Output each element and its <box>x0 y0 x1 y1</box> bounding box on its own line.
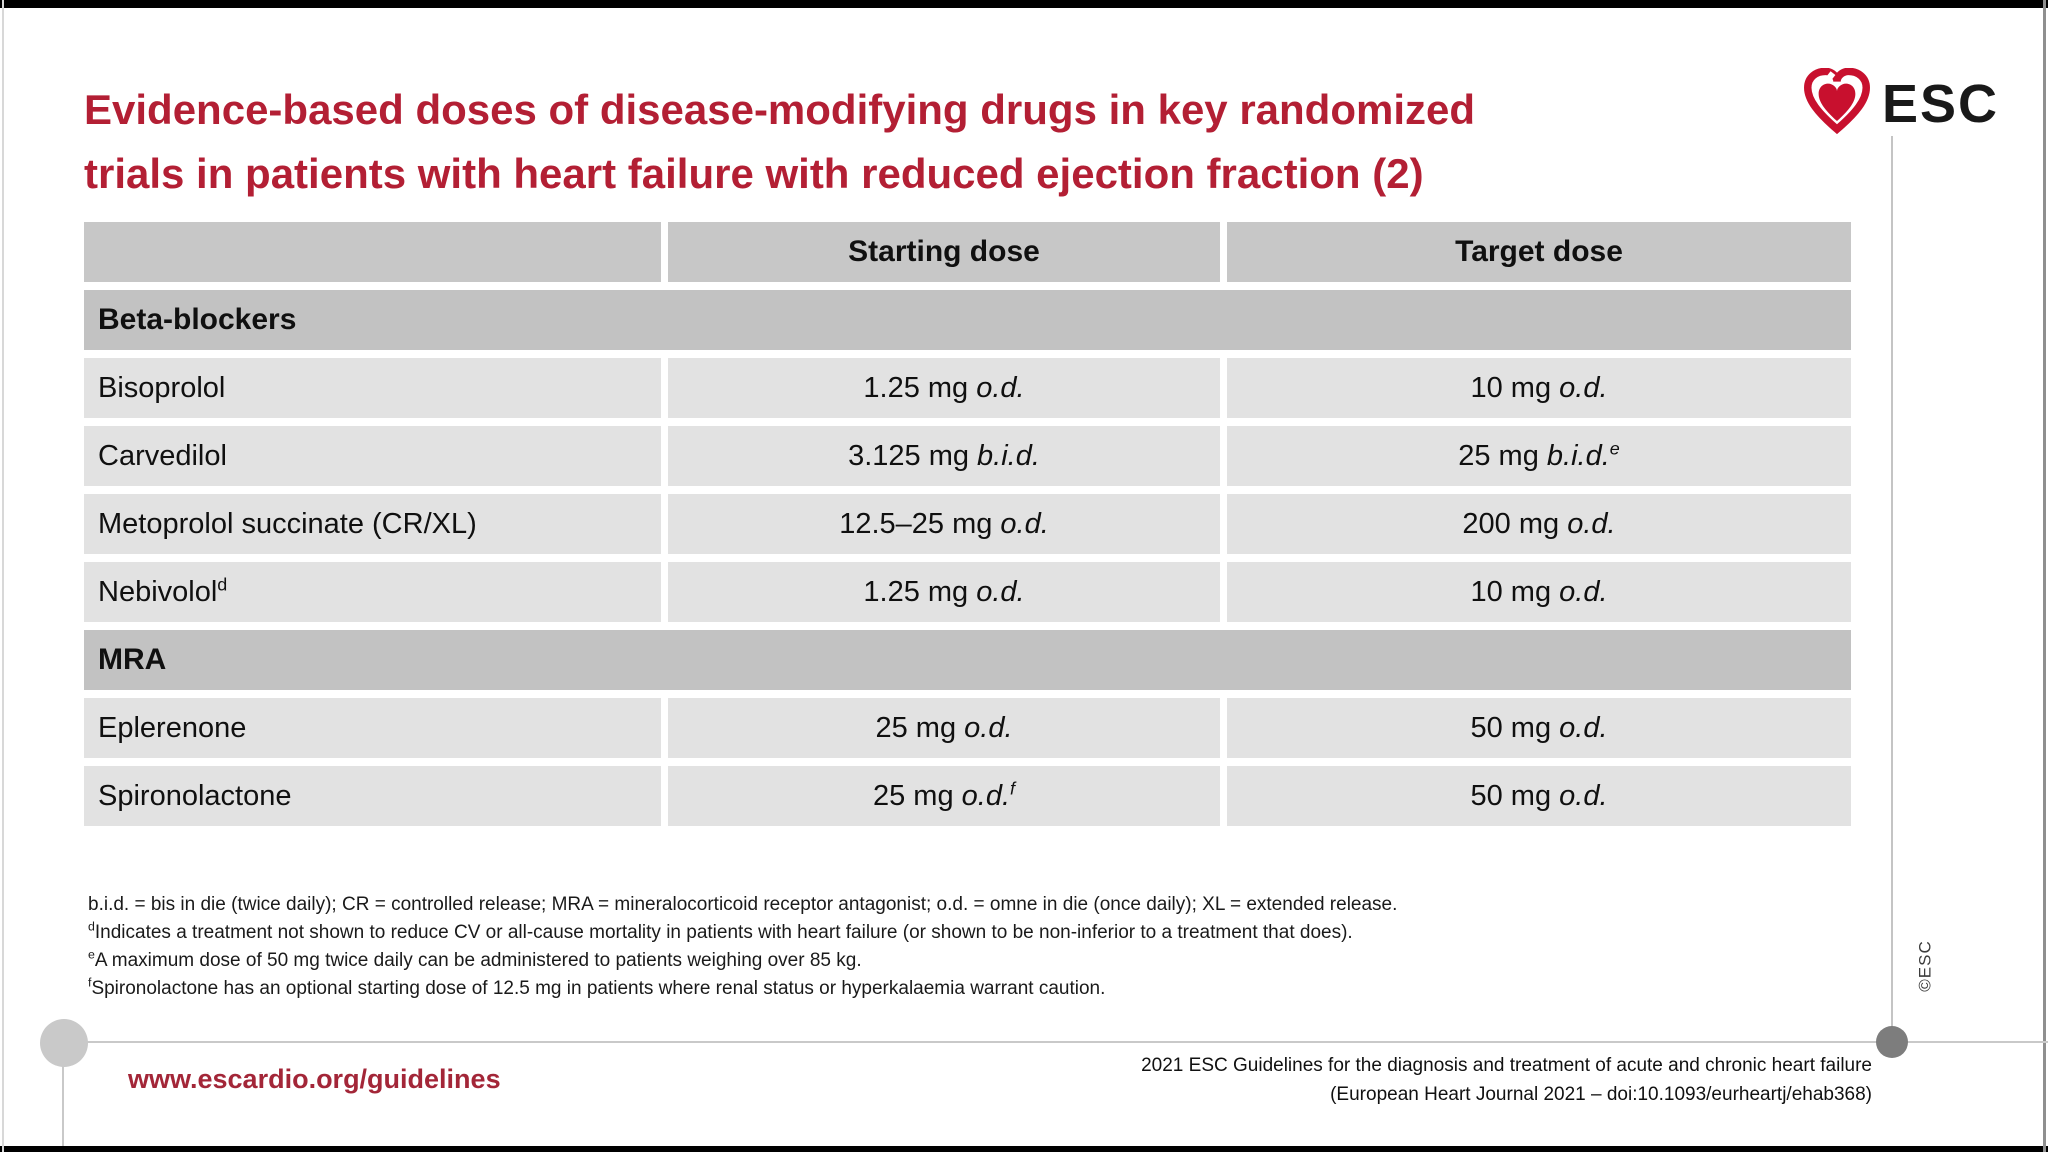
footer-right-circle <box>1876 1026 1908 1058</box>
footnote-f: fSpironolactone has an optional starting… <box>88 975 1648 1003</box>
drug-name: Bisoprolol <box>98 371 226 404</box>
logo-vertical-divider <box>1891 136 1893 1042</box>
target-dose-cell: 10 mg o.d. <box>1227 562 1851 622</box>
footnote-d: dIndicates a treatment not shown to redu… <box>88 919 1648 947</box>
starting-dose-cell: 12.5–25 mg o.d. <box>668 494 1220 554</box>
target-dose-cell: 25 mg b.i.d.e <box>1227 426 1851 486</box>
footnote-text: A maximum dose of 50 mg twice daily can … <box>94 950 862 971</box>
dose-value: 200 mg <box>1462 507 1568 540</box>
dose-abbrev: o.d. <box>1559 779 1608 812</box>
dose-abbrev: b.i.d. <box>977 439 1040 472</box>
section-row-mra: MRA <box>84 630 1851 690</box>
target-dose-cell: 200 mg o.d. <box>1227 494 1851 554</box>
slide-title-line1: Evidence-based doses of disease-modifyin… <box>84 86 1476 133</box>
drug-name: Eplerenone <box>98 711 247 744</box>
dose-abbrev: o.d. <box>1559 575 1608 608</box>
dose-value: 25 mg <box>875 711 965 744</box>
letterbox-bottom <box>0 1146 2048 1152</box>
dose-value: 50 mg <box>1470 711 1560 744</box>
dose-table: Starting dose Target dose Beta-blockers … <box>77 214 1858 834</box>
dose-abbrev: o.d. <box>1559 711 1608 744</box>
footer-left-circle <box>40 1019 88 1067</box>
drug-name-cell: Metoprolol succinate (CR/XL) <box>84 494 661 554</box>
header-cell-empty <box>84 222 661 282</box>
slide-title-line2: trials in patients with heart failure wi… <box>84 150 1424 197</box>
table-row: Nebivolold 1.25 mg o.d. 10 mg o.d. <box>84 562 1851 622</box>
dose-abbrev: b.i.d. <box>1546 439 1610 472</box>
table-row: Metoprolol succinate (CR/XL) 12.5–25 mg … <box>84 494 1851 554</box>
dose-abbrev: o.d. <box>961 779 1011 812</box>
footnote-e: eA maximum dose of 50 mg twice daily can… <box>88 947 1648 975</box>
dose-abbrev: o.d. <box>964 711 1013 744</box>
frame-edge-right <box>2043 0 2046 1152</box>
dose-value: 10 mg <box>1470 575 1560 608</box>
starting-dose-cell: 25 mg o.d.f <box>668 766 1220 826</box>
drug-name-cell: Nebivolold <box>84 562 661 622</box>
footnote-marker: f <box>1010 777 1016 798</box>
dose-value: 50 mg <box>1470 779 1560 812</box>
slide-title: Evidence-based doses of disease-modifyin… <box>84 78 1744 206</box>
footnote-marker: e <box>1609 437 1620 458</box>
table-row: Eplerenone 25 mg o.d. 50 mg o.d. <box>84 698 1851 758</box>
header-cell-starting-dose: Starting dose <box>668 222 1220 282</box>
table-row: Bisoprolol 1.25 mg o.d. 10 mg o.d. <box>84 358 1851 418</box>
esc-heart-icon <box>1804 68 1870 135</box>
citation: 2021 ESC Guidelines for the diagnosis an… <box>1141 1051 1872 1109</box>
dose-abbrev: o.d. <box>1567 507 1616 540</box>
copyright-vertical-label: ©ESC <box>1915 940 1935 992</box>
drug-name: Carvedilol <box>98 439 227 472</box>
drug-name-cell: Eplerenone <box>84 698 661 758</box>
footnote-marker: d <box>217 573 228 594</box>
footnote-text: Indicates a treatment not shown to reduc… <box>94 922 1353 943</box>
footer-divider-line <box>64 1041 2048 1043</box>
target-dose-cell: 10 mg o.d. <box>1227 358 1851 418</box>
guidelines-url-link[interactable]: www.escardio.org/guidelines <box>128 1064 501 1094</box>
dose-value: 25 mg <box>872 779 962 812</box>
dose-value: 3.125 mg <box>848 439 978 472</box>
footnotes: b.i.d. = bis in die (twice daily); CR = … <box>88 891 1648 1003</box>
citation-line1: 2021 ESC Guidelines for the diagnosis an… <box>1141 1055 1872 1076</box>
starting-dose-cell: 3.125 mg b.i.d. <box>668 426 1220 486</box>
dose-value: 25 mg <box>1458 439 1547 472</box>
footnote-marker: e <box>88 947 95 962</box>
footnote-marker: f <box>88 975 92 990</box>
dose-value: 12.5–25 mg <box>839 507 1001 540</box>
letterbox-top <box>0 0 2048 8</box>
table-row: Spironolactone 25 mg o.d.f 50 mg o.d. <box>84 766 1851 826</box>
target-dose-cell: 50 mg o.d. <box>1227 698 1851 758</box>
dose-value: 10 mg <box>1470 371 1560 404</box>
drug-name: Nebivolol <box>98 575 218 608</box>
section-label: Beta-blockers <box>84 290 1851 350</box>
starting-dose-cell: 25 mg o.d. <box>668 698 1220 758</box>
dose-abbrev: o.d. <box>976 575 1025 608</box>
footnote-text: b.i.d. = bis in die (twice daily); CR = … <box>88 894 1398 915</box>
footnote-marker: d <box>88 919 95 934</box>
dose-value: 1.25 mg <box>863 575 977 608</box>
drug-name-cell: Spironolactone <box>84 766 661 826</box>
table-row: Carvedilol 3.125 mg b.i.d. 25 mg b.i.d.e <box>84 426 1851 486</box>
dose-value: 1.25 mg <box>863 371 977 404</box>
dose-abbrev: o.d. <box>1559 371 1608 404</box>
drug-name-cell: Carvedilol <box>84 426 661 486</box>
table-header-row: Starting dose Target dose <box>84 222 1851 282</box>
starting-dose-cell: 1.25 mg o.d. <box>668 358 1220 418</box>
drug-name: Metoprolol succinate (CR/XL) <box>98 507 477 540</box>
dose-abbrev: o.d. <box>976 371 1025 404</box>
esc-logo-text: ESC <box>1882 74 2000 134</box>
header-cell-target-dose: Target dose <box>1227 222 1851 282</box>
frame-edge-left <box>2 0 4 1152</box>
section-row-beta-blockers: Beta-blockers <box>84 290 1851 350</box>
dose-abbrev: o.d. <box>1000 507 1049 540</box>
drug-name: Spironolactone <box>98 779 292 812</box>
footnote-abbreviations: b.i.d. = bis in die (twice daily); CR = … <box>88 891 1648 919</box>
starting-dose-cell: 1.25 mg o.d. <box>668 562 1220 622</box>
target-dose-cell: 50 mg o.d. <box>1227 766 1851 826</box>
copyright-vertical: ©ESC <box>1886 926 1966 1006</box>
footer-left-vertical-line <box>62 1043 64 1146</box>
section-label: MRA <box>84 630 1851 690</box>
footnote-text: Spironolactone has an optional starting … <box>91 978 1106 999</box>
citation-line2: (European Heart Journal 2021 – doi:10.10… <box>1330 1084 1872 1105</box>
drug-name-cell: Bisoprolol <box>84 358 661 418</box>
